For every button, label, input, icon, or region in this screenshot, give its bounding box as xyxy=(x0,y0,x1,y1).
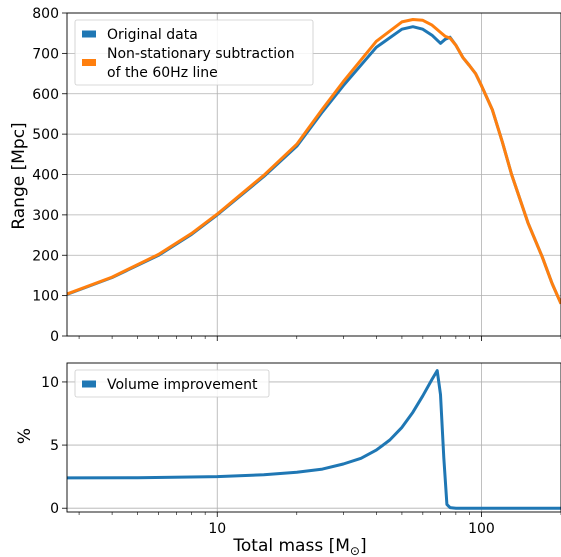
legend-label: Non-stationary subtraction of the 60Hz li… xyxy=(107,46,295,81)
legend-swatch xyxy=(82,380,96,388)
x-axis-label-close: ] xyxy=(360,536,367,556)
y-tick-label: 0 xyxy=(50,501,59,517)
y-tick-label: 0 xyxy=(50,329,59,345)
range-ticks: 0 100 200 300 400 500 600 700 800 xyxy=(32,6,561,345)
range-series xyxy=(67,18,561,305)
y-tick-label: 10 xyxy=(41,375,59,391)
x-axis-label-main: Total mass [M xyxy=(232,536,350,556)
range-panel: 0 100 200 300 400 500 600 700 800 Range [Mpc] Or… xyxy=(9,6,561,345)
legend-box xyxy=(74,19,314,86)
improvement-ticks: 0 5 10 10 100 xyxy=(41,375,561,537)
series-line-2 xyxy=(67,18,561,305)
y-tick-label: 500 xyxy=(32,127,59,143)
improvement-legend: Volume improvement xyxy=(74,369,270,398)
legend-box xyxy=(74,369,270,398)
legend-label: Original data xyxy=(107,27,198,43)
improvement-frame xyxy=(66,362,561,513)
y-tick-label: 600 xyxy=(32,87,59,103)
sun-symbol: ⊙ xyxy=(350,544,360,557)
range-y-axis-label: Range [Mpc] xyxy=(9,122,29,229)
legend-swatch xyxy=(82,59,96,66)
range-frame xyxy=(66,12,561,337)
legend-swatch xyxy=(82,30,96,38)
x-axis-label: Total mass [M⊙] xyxy=(232,536,366,557)
y-tick-label: 700 xyxy=(32,46,59,62)
range-legend: Original data Non-stationary subtraction o… xyxy=(74,19,314,86)
y-tick-label: 800 xyxy=(32,6,59,22)
y-tick-label: 5 xyxy=(50,438,59,454)
y-tick-label: 100 xyxy=(32,289,59,305)
y-tick-label: 400 xyxy=(32,168,59,184)
improvement-panel: 0 5 10 10 100 % Volume improvement Total mas… xyxy=(15,362,561,557)
improvement-series xyxy=(67,369,561,510)
series-line-1 xyxy=(67,369,561,510)
x-tick-label: 10 xyxy=(208,521,226,537)
x-tick-label: 100 xyxy=(468,521,495,537)
legend-label: Volume improvement xyxy=(107,377,258,393)
y-tick-label: 200 xyxy=(32,248,59,264)
y-tick-label: 300 xyxy=(32,208,59,224)
improvement-y-axis-label: % xyxy=(15,428,35,444)
